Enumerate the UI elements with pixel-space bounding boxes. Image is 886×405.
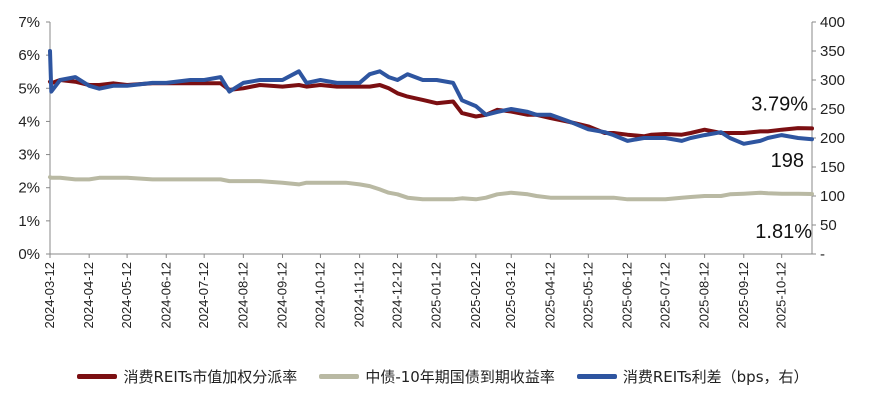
annotations-layer: 3.79% 198 1.81%	[751, 93, 812, 243]
x-tick-label: 2024-03-12	[42, 262, 57, 329]
legend-label: 消费REITs市值加权分派率	[123, 368, 298, 386]
y-left-tick-label: 1%	[18, 213, 40, 230]
x-tick-label: 2025-06-12	[620, 262, 635, 329]
y-left-tick-label: 7%	[18, 14, 40, 31]
x-tick-label: 2024-04-12	[81, 262, 96, 329]
x-tick-label: 2024-11-12	[352, 262, 367, 328]
x-tick-label: 2024-06-12	[158, 262, 173, 329]
x-tick-label: 2024-08-12	[235, 262, 250, 329]
legend-item-1: 中债-10年期国债到期收益率	[319, 366, 555, 387]
x-tick-label: 2024-09-12	[275, 262, 290, 329]
legend-swatch	[319, 374, 360, 379]
series-line-2	[48, 49, 814, 146]
x-tick-label: 2024-07-12	[196, 262, 211, 329]
y-left-tick-label: 4%	[18, 113, 40, 130]
chart-axes: 0% 1% 2% 3% 4% 5% 6% 7% - 50 100 150 200 250 300 350 400…	[18, 14, 845, 329]
x-tick-label: 2025-01-12	[429, 262, 444, 329]
y-right-tick-label: 300	[820, 72, 845, 89]
y-left-tick-label: 0%	[18, 246, 40, 263]
y-right-tick-label: 200	[820, 130, 845, 147]
y-left-tick-label: 6%	[18, 47, 40, 64]
y-right-tick-label: 150	[820, 159, 845, 176]
legend-label: 消费REITs利差（bps，右）	[622, 368, 809, 386]
y-right-tick-label: 400	[820, 14, 845, 31]
y-right-tick-label: 50	[820, 217, 837, 234]
end-value-label: 3.79%	[751, 93, 808, 115]
y-right-tick-label: 250	[820, 101, 845, 118]
x-tick-label: 2025-09-12	[736, 262, 751, 329]
x-tick-label: 2025-10-12	[774, 262, 789, 329]
series-line-1	[48, 175, 814, 202]
legend-swatch	[77, 374, 118, 379]
legend-item-2: 消费REITs利差（bps，右）	[576, 366, 809, 387]
legend: 消费REITs市值加权分派率 中债-10年期国债到期收益率 消费REITs利差（bp…	[0, 366, 886, 387]
x-tick-label: 2025-02-12	[468, 262, 483, 329]
legend-label: 中债-10年期国债到期收益率	[365, 368, 555, 386]
x-tick-label: 2025-05-12	[580, 262, 595, 329]
end-value-label: 198	[771, 150, 804, 172]
x-tick-label: 2024-12-12	[390, 262, 405, 329]
y-left-tick-label: 3%	[18, 147, 40, 164]
legend-item-0: 消费REITs市值加权分派率	[77, 366, 297, 387]
y-left-tick-label: 2%	[18, 180, 40, 197]
y-right-tick-label: 350	[820, 43, 845, 60]
end-value-label: 1.81%	[755, 221, 812, 243]
x-tick-label: 2024-10-12	[312, 262, 327, 329]
series-layer	[48, 49, 814, 202]
y-left-tick-label: 5%	[18, 80, 40, 97]
x-tick-label: 2025-08-12	[697, 262, 712, 329]
y-right-tick-label: -	[820, 246, 825, 263]
series-line-0	[48, 78, 814, 139]
x-tick-label: 2024-05-12	[119, 262, 134, 329]
x-tick-label: 2025-04-12	[542, 262, 557, 329]
legend-swatch	[576, 374, 617, 379]
x-tick-label: 2025-03-12	[503, 262, 518, 329]
x-tick-label: 2025-07-12	[657, 262, 672, 329]
y-right-tick-label: 100	[820, 188, 845, 205]
